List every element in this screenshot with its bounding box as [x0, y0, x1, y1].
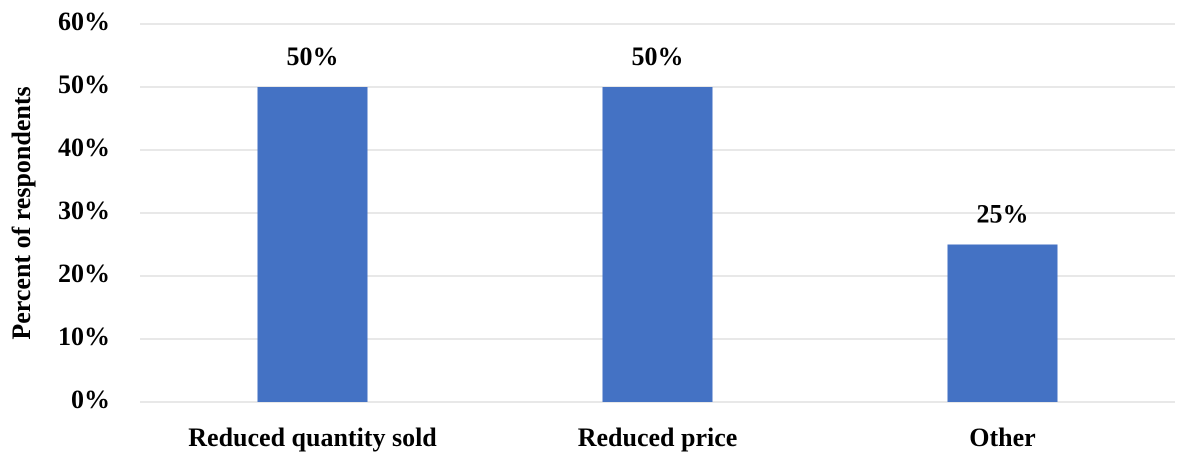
value-label: 50% — [632, 42, 684, 71]
y-tick-label: 40% — [58, 133, 110, 162]
x-tick-label: Other — [969, 423, 1035, 452]
y-tick-label: 30% — [58, 196, 110, 225]
y-tick-label: 20% — [58, 259, 110, 288]
x-tick-label: Reduced quantity sold — [188, 423, 437, 452]
bar — [947, 244, 1058, 402]
value-label: 50% — [287, 42, 339, 71]
bar — [602, 87, 713, 402]
bar — [257, 87, 368, 402]
y-tick-label: 50% — [58, 70, 110, 99]
y-tick-label: 0% — [71, 385, 110, 414]
y-tick-label: 10% — [58, 322, 110, 351]
y-tick-label: 60% — [58, 7, 110, 36]
x-tick-label: Reduced price — [578, 423, 738, 452]
y-axis-label: Percent of respondents — [7, 86, 36, 339]
value-label: 25% — [977, 199, 1029, 228]
